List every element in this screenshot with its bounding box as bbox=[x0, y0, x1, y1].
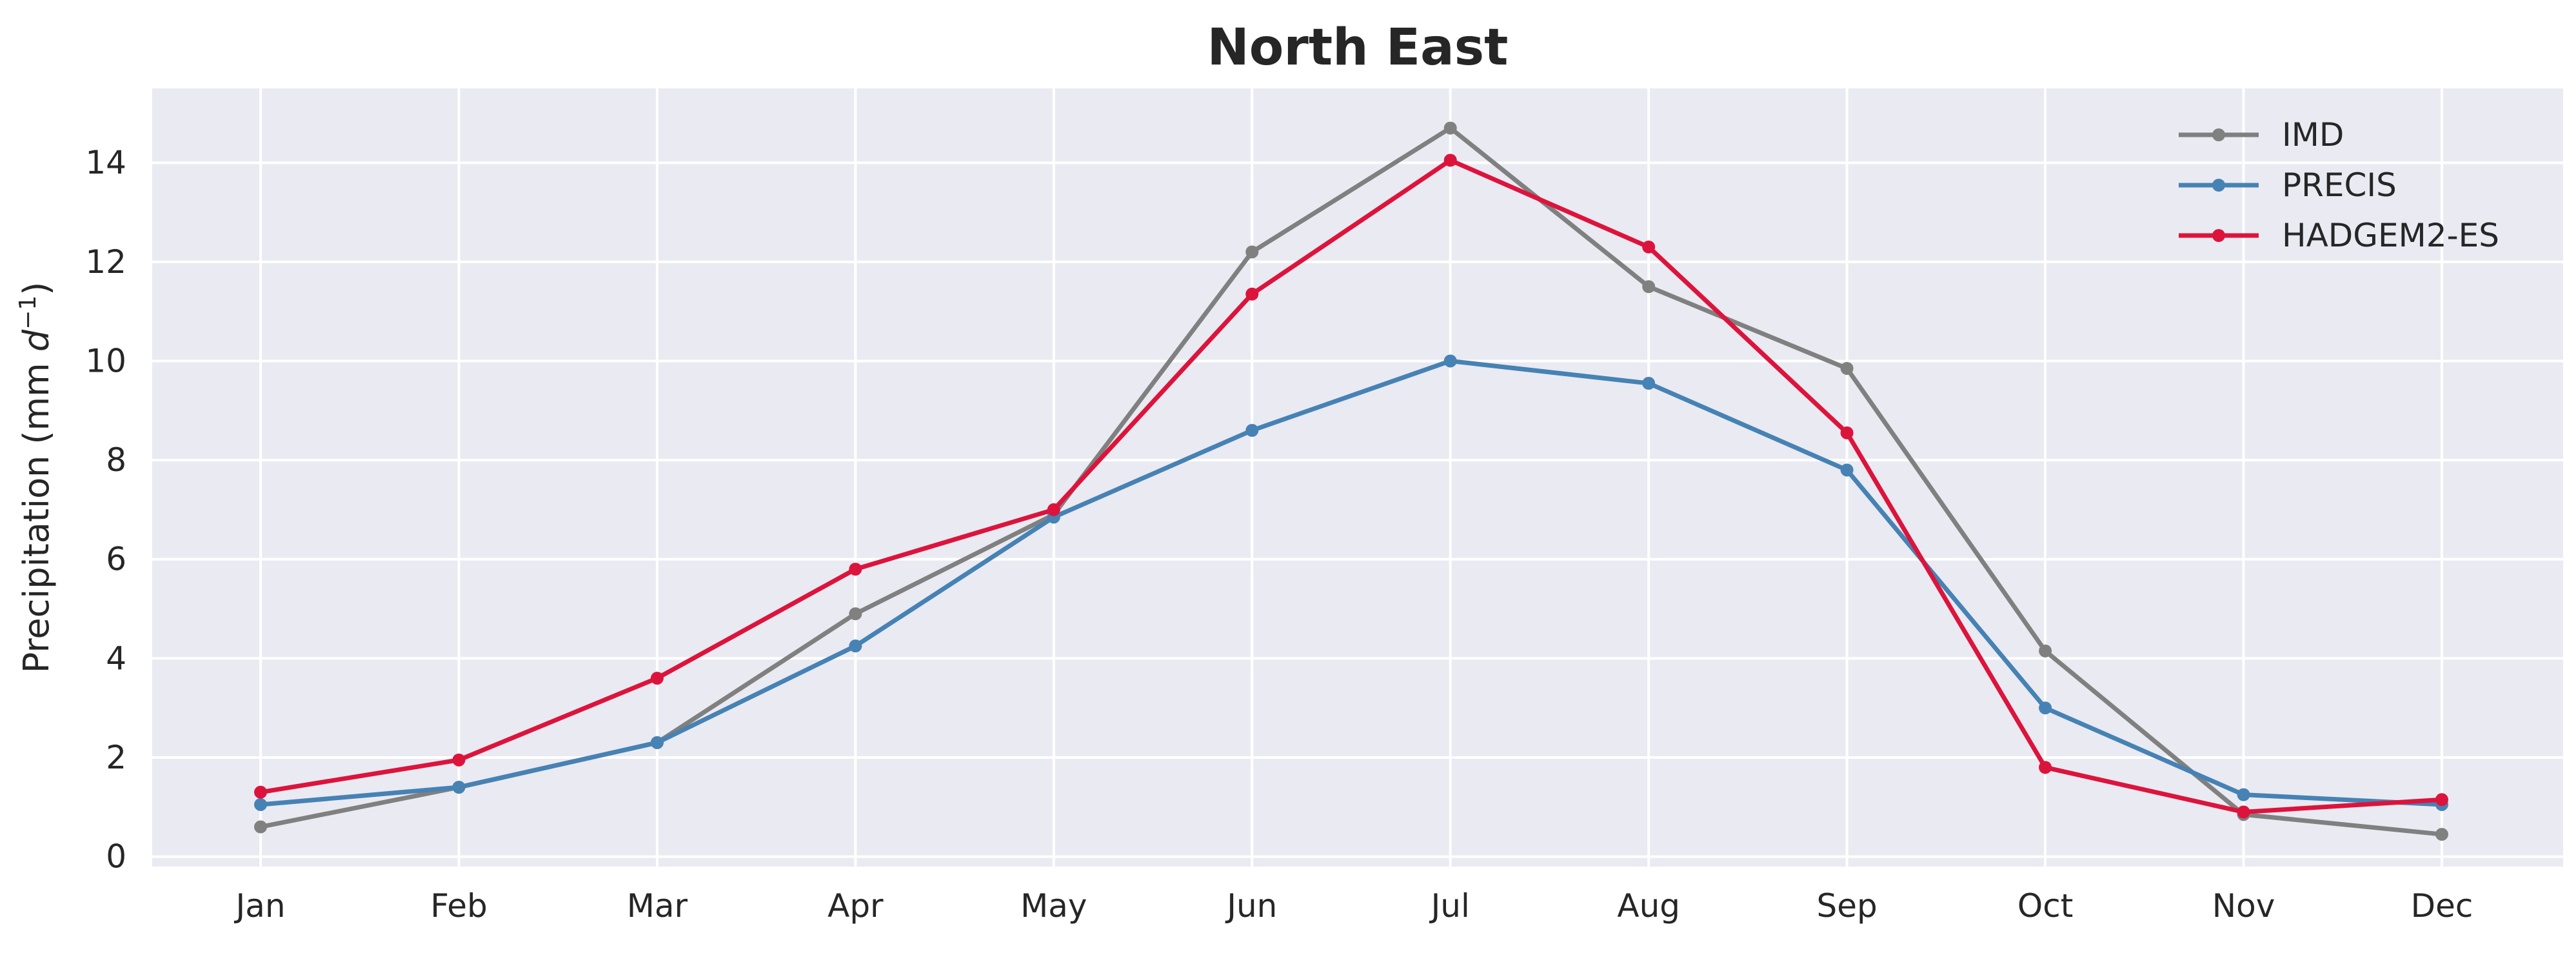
legend-item: PRECIS bbox=[2179, 166, 2397, 204]
x-tick-label: Mar bbox=[627, 887, 688, 925]
legend-label: IMD bbox=[2282, 116, 2344, 154]
y-tick-label: 8 bbox=[106, 441, 126, 479]
y-axis-label: Precipitation (mm d−1) bbox=[15, 282, 57, 674]
x-tick-label: Aug bbox=[1617, 887, 1680, 925]
data-point bbox=[254, 798, 267, 811]
chart-title: North East bbox=[1207, 19, 1509, 77]
y-tick-label: 4 bbox=[106, 639, 126, 677]
data-point bbox=[1840, 463, 1854, 477]
data-point bbox=[254, 785, 267, 799]
data-point bbox=[2039, 761, 2052, 774]
x-tick-label: Sep bbox=[1817, 887, 1878, 925]
y-tick-label: 0 bbox=[106, 838, 126, 876]
legend: IMD PRECIS HADGEM2-ES bbox=[2179, 116, 2499, 254]
legend-marker bbox=[2212, 179, 2225, 192]
x-tick-label: Feb bbox=[430, 887, 488, 925]
y-tick-label: 2 bbox=[106, 739, 126, 776]
data-point bbox=[1245, 245, 1259, 259]
legend-label: PRECIS bbox=[2282, 166, 2397, 204]
data-point bbox=[1047, 503, 1060, 516]
x-tick-label: Dec bbox=[2411, 887, 2473, 925]
series-line bbox=[258, 358, 2444, 807]
x-tick-labels: Jan Feb Mar Apr May Jun Jul Aug Sep Oct Nov Dec bbox=[233, 887, 2473, 925]
y-tick-labels: 0 2 4 6 8 10 12 14 bbox=[85, 144, 126, 875]
data-point bbox=[849, 563, 862, 576]
x-tick-label: Jan bbox=[233, 887, 285, 925]
y-axis-label-unit: d bbox=[16, 329, 57, 352]
y-tick-label: 12 bbox=[85, 243, 126, 281]
x-tick-label: Jun bbox=[1225, 887, 1277, 925]
data-point bbox=[2237, 788, 2250, 801]
data-point bbox=[1443, 354, 1457, 368]
data-point bbox=[650, 672, 664, 685]
legend-item: HADGEM2-ES bbox=[2179, 217, 2499, 254]
data-point bbox=[1443, 154, 1457, 167]
y-axis-label-main: Precipitation (mm bbox=[16, 352, 57, 673]
data-point bbox=[1642, 280, 1656, 294]
y-tick-label: 10 bbox=[85, 342, 126, 379]
legend-label: HADGEM2-ES bbox=[2282, 217, 2499, 254]
data-point bbox=[1443, 121, 1457, 135]
y-tick-label: 6 bbox=[106, 541, 126, 578]
series-line bbox=[258, 157, 2444, 815]
x-tick-label: Jul bbox=[1429, 887, 1470, 925]
x-tick-label: Apr bbox=[827, 887, 884, 925]
data-point bbox=[2435, 828, 2448, 841]
data-point bbox=[2039, 644, 2052, 657]
data-point bbox=[1642, 377, 1656, 390]
data-point bbox=[452, 781, 466, 794]
y-axis-label-exponent: −1 bbox=[15, 296, 41, 330]
data-point bbox=[1840, 362, 1854, 376]
data-point bbox=[1642, 240, 1656, 254]
data-point bbox=[2237, 805, 2250, 819]
y-tick-label: 14 bbox=[85, 144, 126, 181]
data-point bbox=[650, 736, 664, 749]
data-point bbox=[1245, 424, 1259, 437]
data-point bbox=[254, 820, 267, 834]
data-point bbox=[452, 753, 466, 767]
x-tick-label: Oct bbox=[2017, 887, 2073, 925]
y-axis-label-close: ) bbox=[16, 282, 57, 296]
data-point bbox=[2039, 701, 2052, 715]
legend-marker bbox=[2212, 128, 2225, 141]
legend-marker bbox=[2212, 229, 2225, 242]
x-tick-label: May bbox=[1020, 887, 1087, 925]
data-point bbox=[2435, 793, 2448, 807]
data-point bbox=[1245, 287, 1259, 301]
legend-item: IMD bbox=[2179, 116, 2344, 154]
data-point bbox=[849, 607, 862, 621]
data-point bbox=[1840, 426, 1854, 439]
plot-area bbox=[152, 88, 2563, 867]
series-layer bbox=[254, 121, 2448, 841]
x-tick-label: Nov bbox=[2212, 887, 2275, 925]
series-hadgem2-es bbox=[254, 154, 2448, 819]
data-point bbox=[849, 639, 862, 653]
